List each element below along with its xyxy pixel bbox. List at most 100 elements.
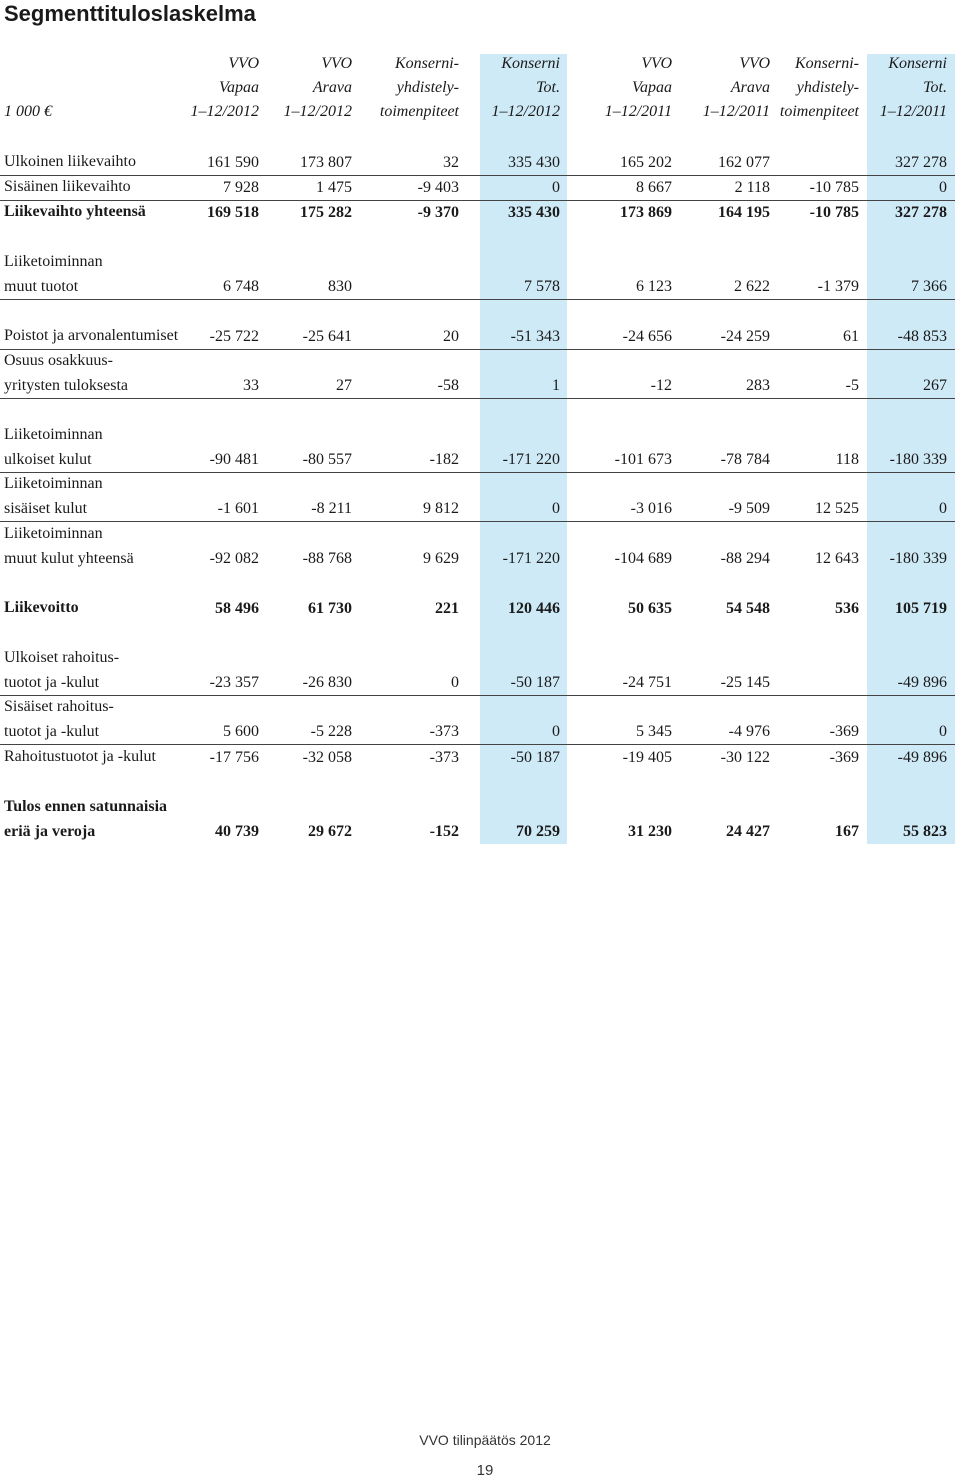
column-header-line: Konserni- bbox=[395, 55, 459, 72]
value-cell: 0 bbox=[552, 500, 560, 517]
value-cell: 335 430 bbox=[508, 204, 560, 221]
column-header-line: Konserni- bbox=[795, 55, 859, 72]
total-column-highlight bbox=[480, 54, 567, 844]
row-label: tuotot ja -kulut bbox=[4, 674, 100, 691]
value-cell: 2 118 bbox=[734, 179, 770, 196]
column-header-line: Konserni bbox=[501, 55, 560, 72]
value-cell: 175 282 bbox=[300, 204, 352, 221]
value-cell: -90 481 bbox=[209, 451, 259, 468]
value-cell: 105 719 bbox=[895, 600, 947, 617]
value-cell: -30 122 bbox=[720, 749, 770, 766]
value-cell: 118 bbox=[835, 451, 859, 468]
value-cell: 32 bbox=[443, 154, 459, 171]
value-cell: -51 343 bbox=[510, 328, 560, 345]
column-header-line: Vapaa bbox=[219, 79, 259, 96]
value-cell: -58 bbox=[437, 377, 459, 394]
table-row: Tulos ennen satunnaisia eriä ja veroja 40 … bbox=[0, 795, 955, 844]
value-cell: 2 622 bbox=[734, 278, 770, 295]
value-cell: 8 667 bbox=[636, 179, 672, 196]
total-column-highlight bbox=[867, 54, 955, 844]
value-cell: 61 bbox=[843, 328, 859, 345]
value-cell: -9 370 bbox=[417, 204, 459, 221]
value-cell: -24 656 bbox=[622, 328, 672, 345]
value-cell: 169 518 bbox=[207, 204, 259, 221]
value-cell: -101 673 bbox=[614, 451, 672, 468]
value-cell: 24 427 bbox=[726, 823, 770, 840]
value-cell: 167 bbox=[835, 823, 859, 840]
value-cell: 173 807 bbox=[300, 154, 352, 171]
value-cell: 1 bbox=[552, 377, 560, 394]
value-cell: -26 830 bbox=[302, 674, 352, 691]
value-cell: 161 590 bbox=[207, 154, 259, 171]
value-cell: -5 228 bbox=[310, 723, 352, 740]
table-row: Liiketoiminnan muut kulut yhteensä -92 082… bbox=[0, 522, 955, 571]
value-cell: 165 202 bbox=[620, 154, 672, 171]
value-cell: -92 082 bbox=[209, 550, 259, 567]
value-cell: 50 635 bbox=[628, 600, 672, 617]
column-header-line: VVO bbox=[321, 55, 352, 72]
value-cell: -1 379 bbox=[817, 278, 859, 295]
value-cell: 830 bbox=[328, 278, 352, 295]
value-cell: 27 bbox=[336, 377, 352, 394]
column-header-line: Arava bbox=[730, 79, 770, 96]
value-cell: -373 bbox=[429, 749, 459, 766]
value-cell: -5 bbox=[845, 377, 859, 394]
table-row: Liiketoiminnan muut tuotot 6 748 830 7 578 6 … bbox=[0, 250, 955, 300]
table-row: Sisäiset rahoitus-tuotot ja -kulut 5 600 -… bbox=[0, 695, 955, 745]
value-cell: -180 339 bbox=[889, 550, 947, 567]
value-cell: -10 785 bbox=[809, 179, 859, 196]
row-label: Ulkoiset rahoitus- bbox=[4, 649, 120, 666]
table-row: Ulkoinen liikevaihto 161 590 173 807 32 335 … bbox=[0, 150, 955, 176]
row-label: Tulos ennen satunnaisia bbox=[4, 798, 168, 815]
value-cell: 12 525 bbox=[815, 500, 859, 517]
value-cell: 29 672 bbox=[308, 823, 352, 840]
value-cell: -17 756 bbox=[209, 749, 259, 766]
value-cell: 0 bbox=[451, 674, 459, 691]
value-cell: 6 123 bbox=[636, 278, 672, 295]
value-cell: -25 641 bbox=[302, 328, 352, 345]
value-cell: 173 869 bbox=[620, 204, 672, 221]
column-header-line: VVO bbox=[739, 55, 770, 72]
value-cell: 327 278 bbox=[895, 204, 947, 221]
value-cell: 0 bbox=[939, 500, 947, 517]
value-cell: -373 bbox=[429, 723, 459, 740]
value-cell: -8 211 bbox=[311, 500, 352, 517]
row-label: tuotot ja -kulut bbox=[4, 723, 100, 740]
value-cell: 0 bbox=[939, 723, 947, 740]
row-label: Sisäiset rahoitus- bbox=[4, 698, 114, 715]
value-cell: -32 058 bbox=[302, 749, 352, 766]
value-cell: 221 bbox=[435, 600, 459, 617]
value-cell: -369 bbox=[829, 749, 859, 766]
row-label: Liiketoiminnan bbox=[4, 475, 103, 492]
row-label: eriä ja veroja bbox=[4, 823, 96, 840]
value-cell: 7 928 bbox=[223, 179, 259, 196]
value-cell: 40 739 bbox=[215, 823, 259, 840]
row-label: Sisäinen liikevaihto bbox=[4, 178, 131, 195]
value-cell: -19 405 bbox=[622, 749, 672, 766]
value-cell: -49 896 bbox=[897, 749, 947, 766]
value-cell: 33 bbox=[243, 377, 259, 394]
table-row: Ulkoiset rahoitus-tuotot ja -kulut -23 35… bbox=[0, 646, 955, 696]
value-cell: 5 345 bbox=[636, 723, 672, 740]
column-header-line: VVO bbox=[641, 55, 672, 72]
table-row: Liiketoiminnan ulkoiset kulut -90 481 -80 5… bbox=[0, 423, 955, 473]
table-row: Osuus osakkuus-yritysten tuloksesta 33 27 -… bbox=[0, 349, 955, 399]
row-label: muut kulut yhteensä bbox=[4, 550, 134, 567]
value-cell: -9 403 bbox=[417, 179, 459, 196]
value-cell: -369 bbox=[829, 723, 859, 740]
column-header-line: yhdistely- bbox=[396, 79, 459, 96]
column-header-line: 1–12/2012 bbox=[283, 103, 352, 120]
value-cell: -180 339 bbox=[889, 451, 947, 468]
table-row: Poistot ja arvonalentumiset -25 722 -25 64… bbox=[0, 324, 955, 350]
value-cell: -78 784 bbox=[720, 451, 770, 468]
row-label: muut tuotot bbox=[4, 278, 79, 295]
table-row: Liiketoiminnan sisäiset kulut -1 601 -8 211… bbox=[0, 472, 955, 522]
value-cell: 31 230 bbox=[628, 823, 672, 840]
value-cell: 6 748 bbox=[223, 278, 259, 295]
value-cell: -1 601 bbox=[217, 500, 259, 517]
value-cell: 54 548 bbox=[726, 600, 770, 617]
column-header-line: 1–12/2012 bbox=[491, 103, 560, 120]
row-label: sisäiset kulut bbox=[4, 500, 88, 517]
row-label: Osuus osakkuus- bbox=[4, 352, 113, 369]
value-cell: 0 bbox=[939, 179, 947, 196]
